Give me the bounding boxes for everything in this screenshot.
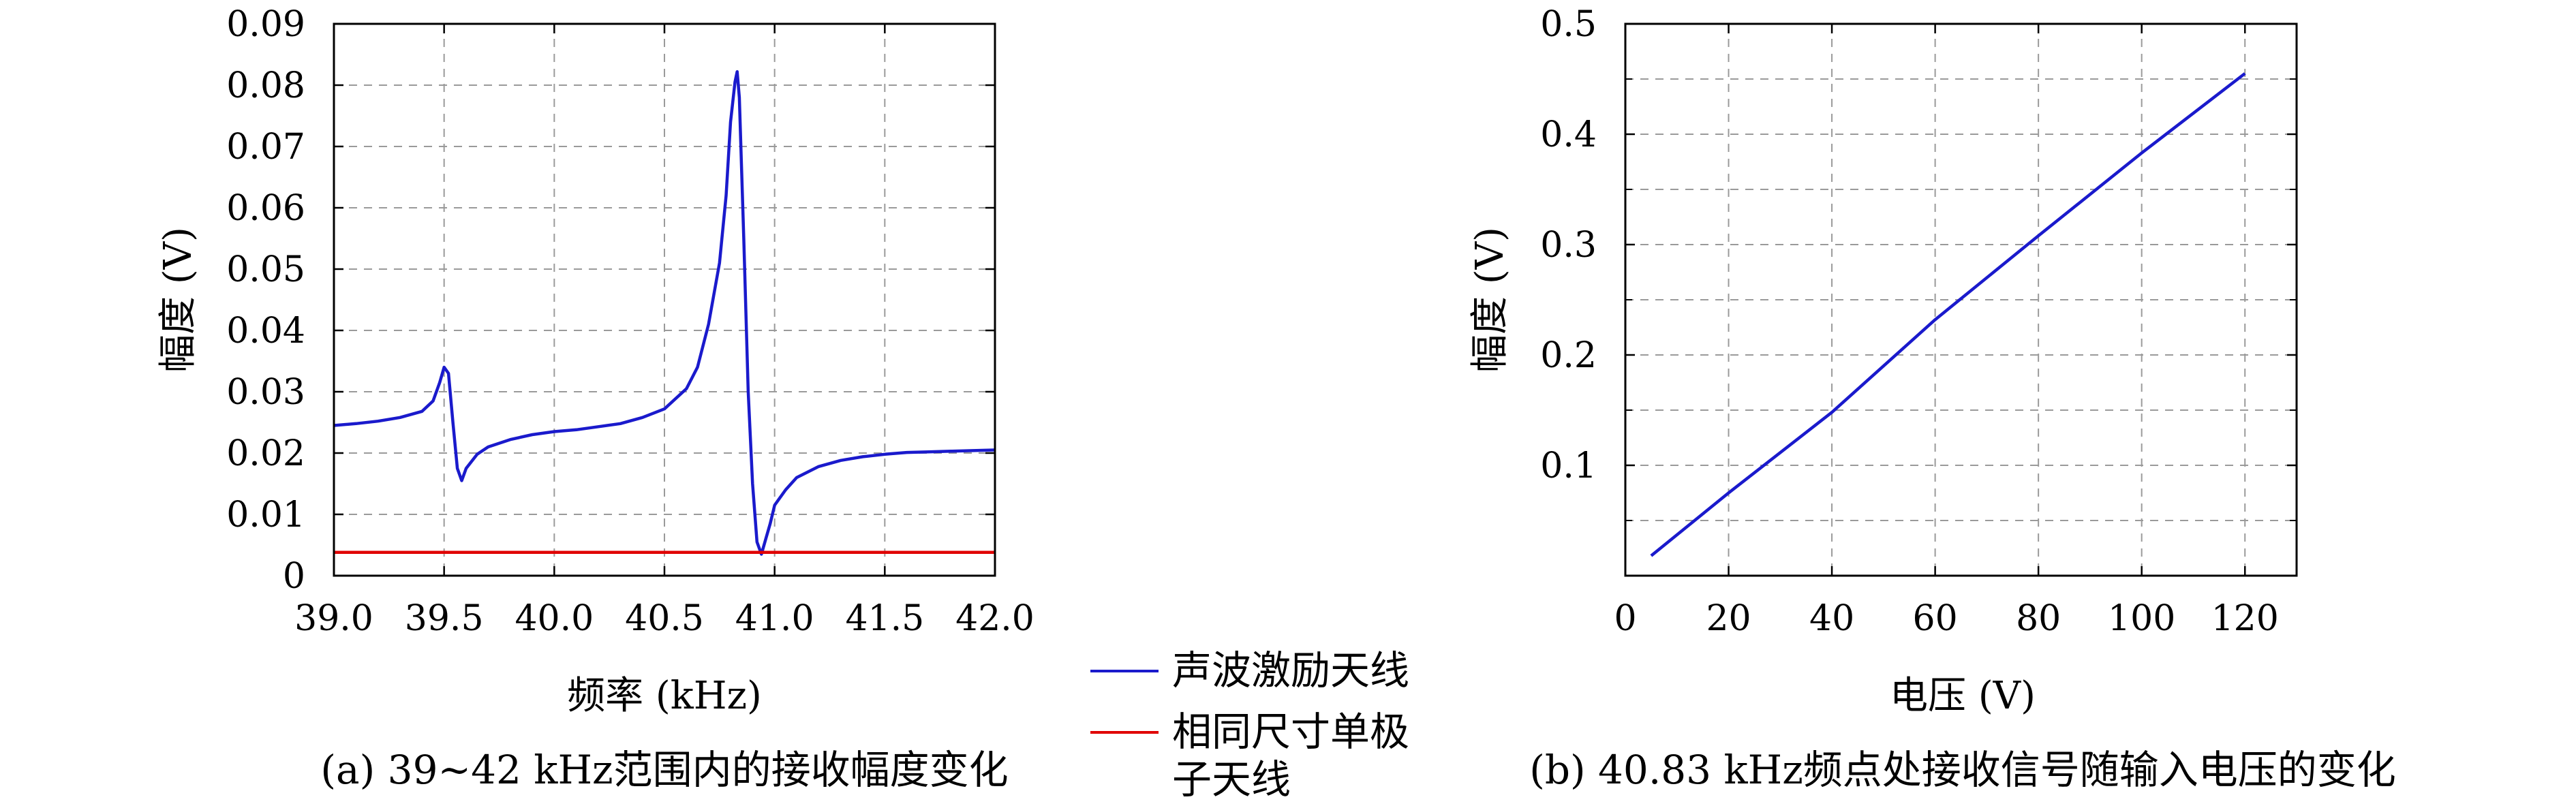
chart-a-x-tick-label: 39.0	[294, 598, 373, 639]
chart-b-y-tick-label: 0.3	[1540, 225, 1597, 266]
chart-b-x-axis-label: 电压 (V)	[1890, 674, 2036, 718]
chart-a-x-axis-label: 频率 (kHz)	[567, 674, 762, 718]
chart-a-y-tick-label: 0.03	[226, 372, 305, 413]
chart-b-x-tick-label: 80	[2016, 598, 2061, 639]
chart-a-y-tick-label: 0.04	[226, 311, 305, 352]
chart-b-ticks: 0 20 40 60 80 100 120 0.1 0.2 0.3 0.4 0.5	[1540, 4, 2297, 639]
chart-a-x-tick-label: 41.0	[735, 598, 814, 639]
chart-a-x-tick-label: 40.5	[625, 598, 704, 639]
chart-b-series-line-0	[1650, 72, 2246, 557]
chart-b-y-axis-label: 幅度 (V)	[1468, 227, 1512, 373]
chart-a: 39.0 39.5 40.0 40.5 41.0 41.5 42.0 0 0.01 0.02 0.0…	[156, 4, 1034, 793]
chart-a-caption: (a) 39~42 kHz范围内的接收幅度变化	[320, 747, 1008, 793]
chart-a-x-tick-label: 41.5	[845, 598, 924, 639]
chart-b-x-tick-label: 100	[2108, 598, 2175, 639]
chart-a-series-line-0	[333, 69, 996, 556]
chart-b-y-tick-label: 0.5	[1540, 4, 1597, 45]
chart-a-x-tick-label: 42.0	[955, 598, 1034, 639]
chart-b-y-tick-label: 0.2	[1540, 335, 1597, 376]
chart-b-x-tick-label: 40	[1809, 598, 1854, 639]
chart-a-y-tick-label: 0.08	[226, 65, 305, 106]
chart-a-y-tick-label: 0.02	[226, 433, 305, 474]
chart-a-x-tick-label: 39.5	[405, 598, 484, 639]
chart-b: 0 20 40 60 80 100 120 0.1 0.2 0.3 0.4 0.5 电压 (V) 幅度…	[1468, 4, 2396, 793]
chart-a-ticks: 39.0 39.5 40.0 40.5 41.0 41.5 42.0 0 0.01 0.02 0.0…	[226, 4, 1034, 639]
legend: 声波激励天线 相同尺寸单极 子天线	[1090, 647, 1409, 803]
chart-b-y-tick-label: 0.4	[1540, 114, 1597, 155]
chart-a-y-tick-label: 0.07	[226, 127, 305, 168]
chart-a-series	[333, 69, 996, 556]
chart-b-x-tick-label: 120	[2211, 598, 2279, 639]
chart-b-x-tick-label: 0	[1614, 598, 1636, 639]
chart-b-x-tick-label: 20	[1706, 598, 1751, 639]
chart-a-y-axis-label: 幅度 (V)	[156, 227, 200, 373]
chart-a-y-tick-label: 0.09	[226, 4, 305, 45]
chart-a-y-tick-label: 0.06	[226, 188, 305, 229]
legend-label-monopole-antenna-line2: 子天线	[1172, 756, 1291, 803]
chart-b-grid	[1625, 24, 2297, 576]
legend-label-sonic-antenna: 声波激励天线	[1172, 647, 1409, 694]
chart-a-y-tick-label: 0.01	[226, 495, 305, 535]
legend-label-monopole-antenna-line1: 相同尺寸单极	[1172, 709, 1409, 755]
chart-a-x-tick-label: 40.0	[515, 598, 594, 639]
chart-a-y-tick-label: 0	[283, 556, 305, 597]
chart-b-y-tick-label: 0.1	[1540, 446, 1597, 486]
chart-a-y-tick-label: 0.05	[226, 249, 305, 290]
chart-b-caption: (b) 40.83 kHz频点处接收信号随输入电压的变化	[1529, 747, 2396, 793]
chart-b-x-tick-label: 60	[1913, 598, 1958, 639]
chart-a-grid	[334, 24, 995, 576]
chart-b-series	[1650, 72, 2246, 557]
